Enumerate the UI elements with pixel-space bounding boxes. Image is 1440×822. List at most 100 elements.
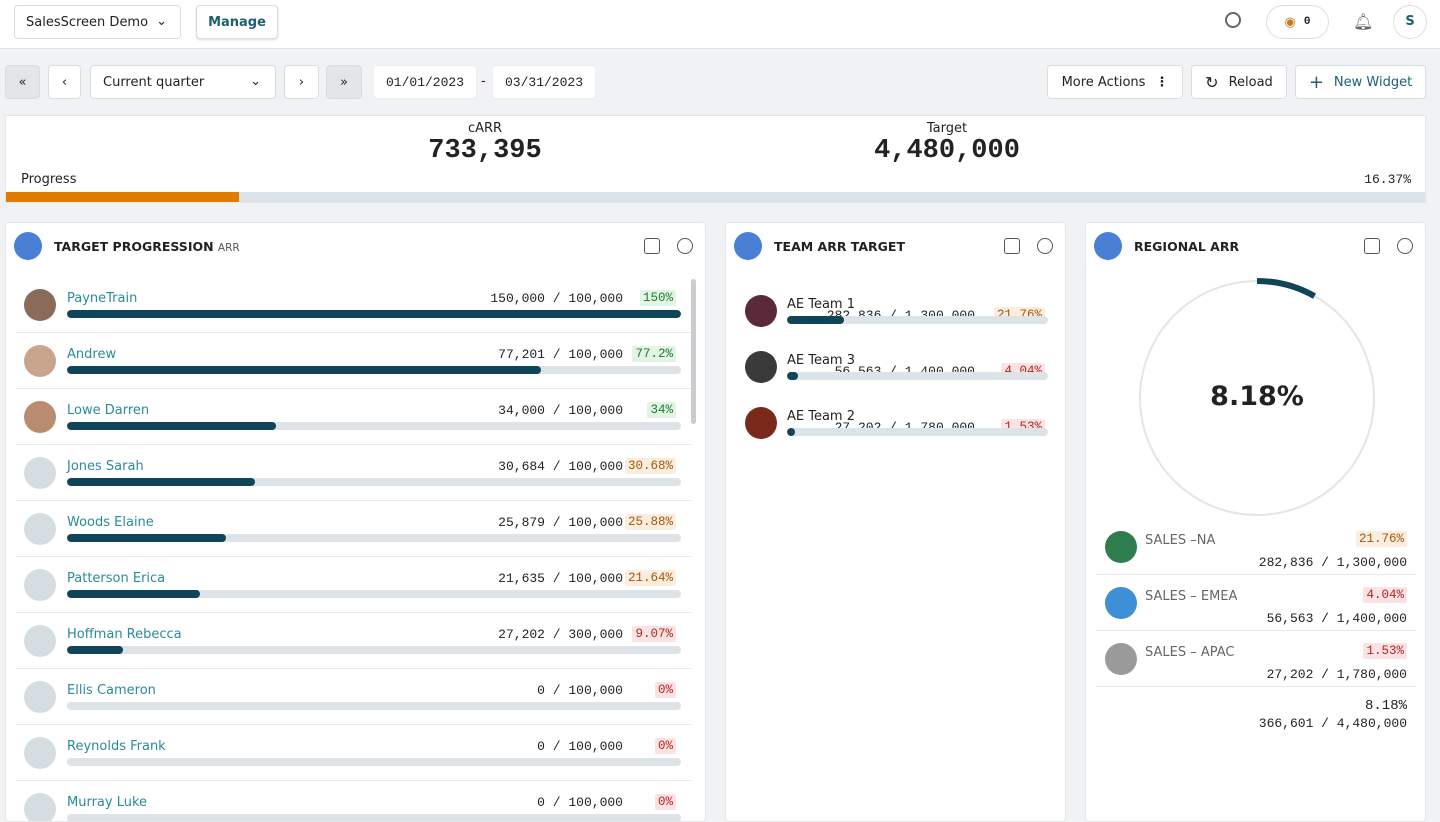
- widget-icon: [1094, 232, 1122, 260]
- start-date[interactable]: 01/01/2023: [373, 65, 477, 99]
- row-divider: [16, 724, 691, 725]
- settings-icon[interactable]: [1037, 238, 1053, 254]
- progress-fill: [67, 310, 681, 318]
- total-percent: 8.18%: [1364, 698, 1407, 714]
- date-separator: -: [481, 74, 486, 89]
- avatar: [24, 289, 56, 321]
- percent-badge: 4.04%: [1363, 587, 1407, 603]
- top-bar: SalesScreen Demo ⌄ Manage ◉ 0 🔔︎ S: [0, 0, 1440, 49]
- settings-icon[interactable]: [1397, 238, 1413, 254]
- expand-icon[interactable]: [644, 238, 660, 254]
- avatar: [24, 681, 56, 713]
- amount: 27,202 / 1,780,000: [1266, 667, 1407, 682]
- row-divider: [16, 332, 691, 333]
- row-divider: [16, 668, 691, 669]
- reload[interactable]: ↻ Reload: [1191, 65, 1287, 99]
- workspace: SalesScreen Demo: [26, 14, 149, 30]
- expand-icon[interactable]: [1364, 238, 1380, 254]
- credits-count: 0: [1303, 16, 1311, 28]
- amount: 77,201 / 100,000: [498, 347, 623, 362]
- name: Patterson Erica: [67, 571, 166, 586]
- summary-card: cARR 733,395 Target 4,480,000 Progress 1…: [5, 115, 1426, 203]
- donut-chart: [1139, 278, 1375, 516]
- avatar: [1105, 531, 1137, 563]
- manage-button[interactable]: Manage: [196, 5, 278, 39]
- widget-icon: [14, 232, 42, 260]
- percent-badge: 0%: [654, 794, 676, 810]
- progress-track: [6, 192, 1425, 202]
- name: SALES – EMEA: [1145, 589, 1238, 604]
- previous-period[interactable]: ‹: [48, 65, 81, 99]
- avatar: [24, 737, 56, 769]
- name: Andrew: [67, 347, 117, 362]
- profile-icon[interactable]: S: [1393, 5, 1427, 39]
- progress-track: [67, 646, 681, 654]
- progress-track: [67, 758, 681, 766]
- percent-badge: 34%: [647, 402, 676, 418]
- target-label: Target: [926, 121, 968, 136]
- name: Lowe Darren: [67, 403, 150, 418]
- amount: 56,563 / 1,400,000: [1266, 611, 1407, 626]
- avatar: [1105, 643, 1137, 675]
- first-period[interactable]: «: [5, 65, 40, 99]
- period-select[interactable]: Current quarter ⌄: [90, 65, 276, 99]
- name: Hoffman Rebecca: [67, 627, 182, 642]
- row-divider: [16, 444, 691, 445]
- credits[interactable]: ◉ 0: [1266, 5, 1329, 39]
- target-progression-widget: TARGET PROGRESSION ARR PayneTrain 150,000…: [5, 222, 706, 822]
- amount: 25,879 / 100,000: [498, 515, 623, 530]
- amount: 27,202 / 300,000: [498, 627, 623, 642]
- progress-track: [67, 534, 681, 542]
- plus-icon: +: [1308, 71, 1324, 93]
- progress-track: [67, 814, 681, 821]
- percent-badge: 150%: [639, 290, 676, 306]
- team-arr-widget: TEAM ARR TARGET AE Team 1282,836 / 1,300…: [725, 222, 1066, 822]
- amount: 21,635 / 100,000: [498, 571, 623, 586]
- amount: 34,000 / 100,000: [498, 403, 623, 418]
- last-period[interactable]: »: [326, 65, 362, 99]
- progress-fill: [67, 646, 123, 654]
- end-date[interactable]: 03/31/2023: [492, 65, 596, 99]
- avatar: [1105, 587, 1137, 619]
- progress-percent: 16.37%: [1364, 172, 1411, 187]
- progress-fill: [67, 422, 276, 430]
- workspace-select[interactable]: SalesScreen Demo ⌄: [14, 5, 181, 39]
- donut-arc: [1256, 278, 1316, 299]
- regional-arr-widget: REGIONAL ARR 8.18% 8.18% 366,601 / 4,480…: [1085, 222, 1426, 822]
- donut-center-label: 8.18%: [1210, 381, 1304, 412]
- row-divider: [1096, 630, 1416, 631]
- chevron: ⌄: [156, 14, 167, 29]
- avatar: [24, 625, 56, 657]
- row-divider: [1096, 574, 1416, 575]
- progress-track: [787, 316, 1048, 324]
- name: AE Team 2: [787, 409, 856, 424]
- percent-badge: 1.53%: [1363, 643, 1407, 659]
- avatar: [24, 569, 56, 601]
- row-divider: [16, 556, 691, 557]
- percent-badge: 21.76%: [1355, 531, 1407, 547]
- name: Ellis Cameron: [67, 683, 156, 698]
- carr-value: 733,395: [428, 136, 542, 166]
- scrollbar[interactable]: [691, 279, 696, 424]
- next-period[interactable]: ›: [284, 65, 319, 99]
- expand-icon[interactable]: [1004, 238, 1020, 254]
- percent-badge: 30.68%: [624, 458, 676, 474]
- settings-icon[interactable]: [677, 238, 693, 254]
- new-widget[interactable]: + New Widget: [1295, 65, 1426, 99]
- amount: 282,836 / 1,300,000: [1258, 555, 1407, 570]
- progress-track: [67, 310, 681, 318]
- amount: 30,684 / 100,000: [498, 459, 623, 474]
- search-icon[interactable]: [1225, 12, 1241, 28]
- bell-icon[interactable]: 🔔︎: [1353, 12, 1374, 31]
- name: AE Team 3: [787, 353, 856, 368]
- progress-fill: [787, 372, 798, 380]
- percent-badge: 25.88%: [624, 514, 676, 530]
- name: Reynolds Frank: [67, 739, 166, 754]
- more-actions[interactable]: More Actions ⋮: [1047, 65, 1183, 99]
- period: Current quarter: [103, 74, 205, 90]
- percent-badge: 0%: [654, 738, 676, 754]
- reload-icon: ↻: [1205, 72, 1219, 92]
- progress-track: [67, 478, 681, 486]
- coin-icon: ◉: [1284, 14, 1296, 30]
